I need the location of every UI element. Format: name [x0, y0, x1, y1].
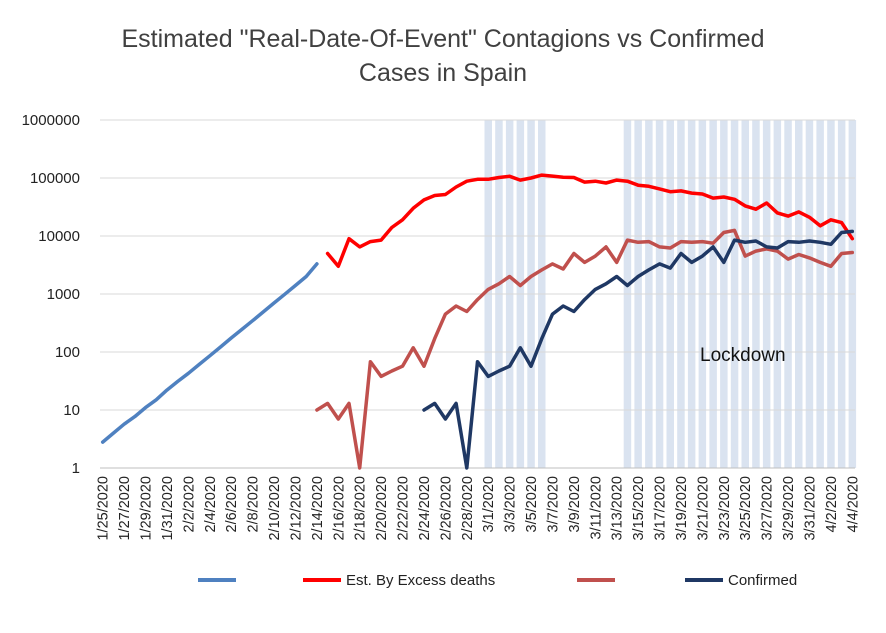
x-tick-label: 2/26/2020	[438, 476, 454, 541]
y-axis-ticks: 1 10 100 1000 10000 100000 1000000	[22, 112, 80, 477]
x-tick-label: 2/14/2020	[310, 476, 326, 541]
legend-label: Confirmed	[728, 572, 797, 589]
series-line-2	[325, 173, 855, 269]
chart-title: Estimated "Real-Date-Of-Event" Contagion…	[0, 22, 886, 90]
x-tick-label: 3/5/2020	[524, 476, 540, 532]
series-lines	[100, 173, 855, 470]
x-tick-label: 4/4/2020	[845, 476, 861, 532]
gridlines	[100, 119, 855, 469]
chart-title-line1: Estimated "Real-Date-Of-Event" Contagion…	[121, 25, 765, 53]
x-tick-label: 2/28/2020	[460, 476, 476, 541]
legend: Est. By Excess deaths Confirmed	[198, 572, 797, 589]
x-tick-label: 2/8/2020	[246, 476, 262, 532]
x-tick-label: 2/12/2020	[288, 476, 304, 541]
x-tick-label: 1/31/2020	[160, 476, 176, 541]
x-tick-label: 1/29/2020	[139, 476, 155, 541]
x-tick-label: 3/13/2020	[610, 476, 626, 541]
x-tick-label: 3/9/2020	[567, 476, 583, 532]
series-line-3	[315, 228, 855, 470]
x-tick-label: 3/21/2020	[695, 476, 711, 541]
chart-title-line2: Cases in Spain	[358, 59, 528, 87]
x-tick-label: 4/2/2020	[824, 476, 840, 532]
lockdown-annotation: Lockdown	[700, 345, 786, 366]
x-tick-label: 3/7/2020	[546, 476, 562, 532]
x-tick-label: 3/3/2020	[503, 476, 519, 532]
x-tick-label: 2/10/2020	[267, 476, 283, 541]
y-tick-label: 1000000	[22, 112, 80, 129]
x-tick-label: 3/29/2020	[781, 476, 797, 541]
x-tick-label: 2/6/2020	[224, 476, 240, 532]
x-tick-label: 2/24/2020	[417, 476, 433, 541]
x-tick-label: 3/17/2020	[653, 476, 669, 541]
y-tick-label: 10000	[38, 228, 80, 245]
x-tick-label: 3/11/2020	[588, 476, 604, 539]
y-tick-label: 100	[55, 344, 80, 361]
y-tick-label: 1000	[47, 286, 80, 303]
x-tick-label: 3/1/2020	[481, 476, 497, 532]
x-tick-label: 2/20/2020	[374, 476, 390, 541]
series-line-1	[100, 262, 319, 444]
x-tick-label: 2/2/2020	[181, 476, 197, 532]
x-tick-label: 2/16/2020	[331, 476, 347, 541]
x-tick-label: 3/27/2020	[760, 476, 776, 541]
y-tick-label: 1	[72, 460, 80, 477]
x-tick-label: 3/15/2020	[631, 476, 647, 541]
x-tick-label: 3/25/2020	[738, 476, 754, 541]
x-tick-label: 1/25/2020	[96, 476, 112, 541]
series-line-4	[422, 229, 855, 470]
x-axis-ticks: 1/25/2020 1/27/2020 1/29/2020 1/31/2020 2/2/…	[96, 476, 862, 541]
x-tick-label: 2/4/2020	[203, 476, 219, 532]
legend-label: Est. By Excess deaths	[346, 572, 495, 589]
x-tick-label: 2/18/2020	[353, 476, 369, 541]
x-tick-label: 3/31/2020	[803, 476, 819, 541]
y-tick-label: 10	[63, 402, 80, 419]
y-tick-label: 100000	[30, 170, 80, 187]
x-tick-label: 1/27/2020	[117, 476, 133, 541]
x-tick-label: 2/22/2020	[396, 476, 412, 541]
x-tick-label: 3/23/2020	[717, 476, 733, 541]
x-tick-label: 3/19/2020	[674, 476, 690, 541]
